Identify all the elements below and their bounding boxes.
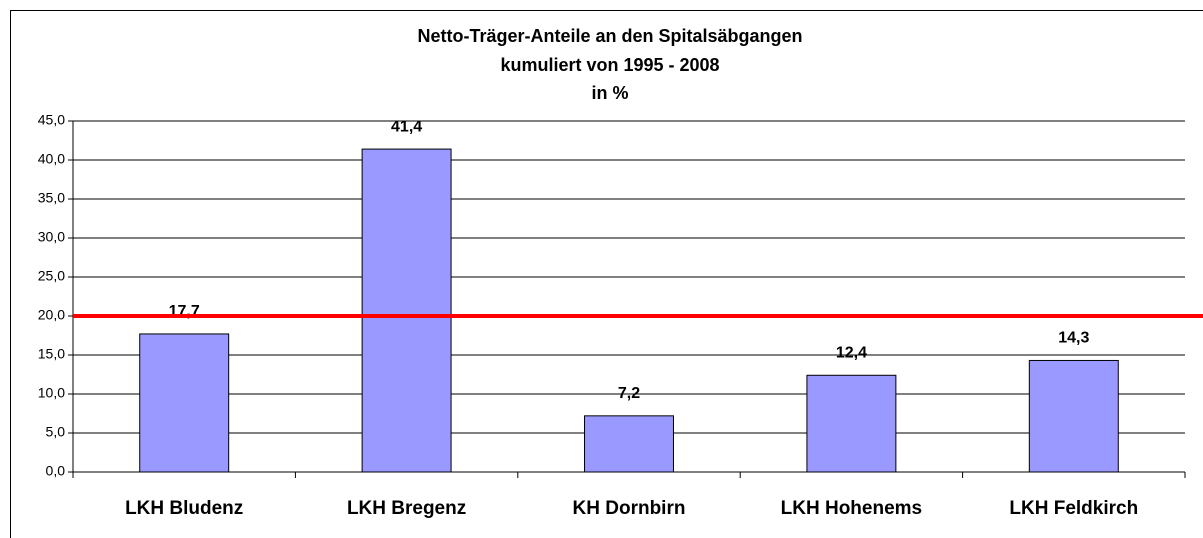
x-tick-label: LKH Bregenz (347, 498, 466, 519)
y-tick-label: 15,0 (38, 346, 65, 362)
x-tick-label: LKH Feldkirch (1009, 498, 1138, 519)
bar (1028, 359, 1119, 473)
y-tick-label: 5,0 (46, 424, 66, 440)
y-tick-label: 10,0 (38, 385, 65, 401)
bar (806, 374, 897, 473)
chart-title: kumuliert von 1995 - 2008 (500, 55, 719, 75)
data-label: 12,4 (836, 344, 867, 361)
y-tick-label: 25,0 (38, 268, 65, 284)
x-tick-label: KH Dornbirn (573, 498, 686, 519)
y-tick-label: 0,0 (46, 463, 66, 479)
x-tick-label: LKH Hohenems (781, 498, 922, 519)
y-tick-label: 35,0 (38, 190, 65, 206)
chart-title: in % (591, 83, 628, 103)
data-label: 14,3 (1058, 330, 1089, 347)
y-tick-label: 40,0 (38, 151, 65, 167)
chart-title: Netto-Träger-Anteile an den Spitalsäbgan… (417, 26, 802, 46)
bar (139, 333, 230, 473)
bar (361, 148, 452, 473)
y-tick-label: 30,0 (38, 229, 65, 245)
y-tick-label: 20,0 (38, 307, 65, 323)
data-label: 41,4 (391, 118, 422, 135)
x-tick-label: LKH Bludenz (125, 498, 243, 519)
data-label: 7,2 (618, 385, 640, 402)
chart-frame (10, 10, 1203, 538)
y-tick-label: 45,0 (38, 112, 65, 128)
bar (584, 415, 674, 473)
